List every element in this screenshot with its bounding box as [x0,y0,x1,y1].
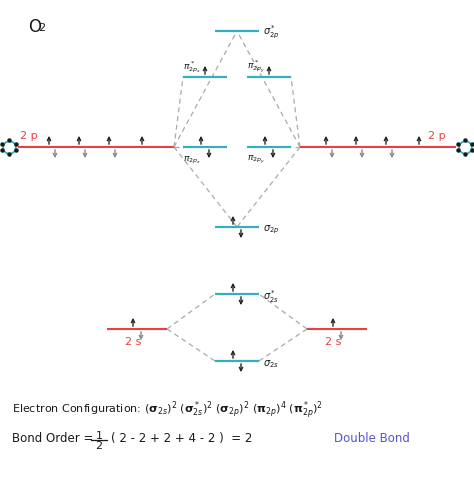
Text: $\sigma^*_{2p}$: $\sigma^*_{2p}$ [263,23,280,41]
Text: $\sigma_{2p}$: $\sigma_{2p}$ [263,223,280,236]
Text: $\pi_{2p_x}$: $\pi_{2p_x}$ [183,154,201,165]
Text: 2 s: 2 s [325,336,341,346]
Text: $\pi^*_{2p_y}$: $\pi^*_{2p_y}$ [247,59,265,76]
Text: Bond Order =: Bond Order = [12,431,93,444]
Text: 2: 2 [38,23,45,33]
Text: 2: 2 [95,440,102,450]
Text: Electron Configuration: $(\mathbf{\sigma}_{2s})^2\ (\mathbf{\sigma}_{2s}^*)^2\ (: Electron Configuration: $(\mathbf{\sigma… [12,399,323,422]
Text: ( 2 - 2 + 2 + 4 - 2 )  = 2: ( 2 - 2 + 2 + 4 - 2 ) = 2 [111,431,252,444]
Text: Double Bond: Double Bond [334,431,410,444]
Text: O: O [28,18,41,36]
Text: $\pi^*_{2p_x}$: $\pi^*_{2p_x}$ [183,59,201,75]
Text: $\pi_{2p_y}$: $\pi_{2p_y}$ [247,153,265,166]
Text: $\sigma_{2s}$: $\sigma_{2s}$ [263,357,279,369]
Text: 2 p: 2 p [20,131,37,141]
Text: 1: 1 [95,430,102,440]
Text: 2 s: 2 s [125,336,141,346]
Text: $\sigma^*_{2s}$: $\sigma^*_{2s}$ [263,288,279,305]
Text: 2 p: 2 p [428,131,446,141]
